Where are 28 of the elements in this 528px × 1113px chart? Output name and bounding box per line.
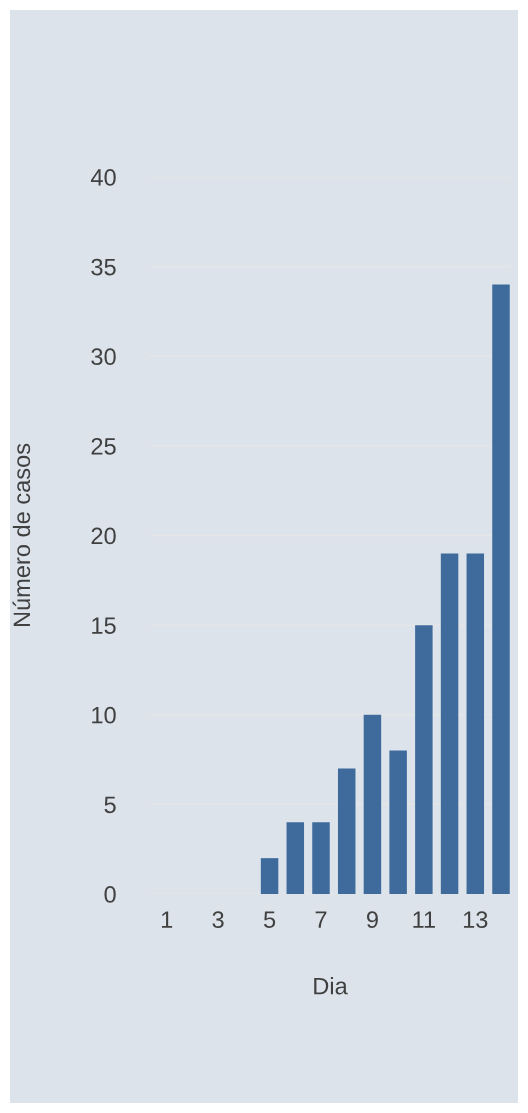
x-tick-label: 1 bbox=[161, 911, 173, 928]
y-tick-label: 25 bbox=[91, 437, 116, 455]
bar bbox=[415, 625, 433, 894]
x-tick-label: 11 bbox=[413, 911, 435, 928]
bar bbox=[466, 553, 485, 894]
bar bbox=[260, 858, 279, 894]
bar bbox=[389, 750, 407, 894]
y-tick-label: 20 bbox=[91, 527, 116, 545]
y-axis-title: Número de casos bbox=[12, 443, 31, 627]
bar bbox=[286, 822, 305, 894]
x-tick-label: 9 bbox=[366, 911, 378, 929]
bar bbox=[440, 553, 459, 894]
x-tick-label: 13 bbox=[463, 911, 488, 929]
y-tick-label: 30 bbox=[91, 348, 116, 366]
y-tick-label: 5 bbox=[104, 796, 116, 814]
bar bbox=[312, 822, 330, 894]
bar bbox=[492, 284, 510, 894]
x-tick-label: 5 bbox=[263, 911, 276, 929]
bar bbox=[363, 714, 382, 894]
x-tick-label: 7 bbox=[315, 911, 327, 928]
y-tick-label: 0 bbox=[104, 886, 116, 903]
y-tick-label: 15 bbox=[92, 617, 116, 634]
y-tick-label: 40 bbox=[90, 169, 116, 186]
y-tick-label: 10 bbox=[92, 706, 116, 724]
bar bbox=[337, 768, 356, 894]
y-tick-label: 35 bbox=[91, 258, 116, 276]
x-tick-label: 3 bbox=[212, 911, 224, 929]
x-axis-title: Dia bbox=[314, 977, 348, 995]
